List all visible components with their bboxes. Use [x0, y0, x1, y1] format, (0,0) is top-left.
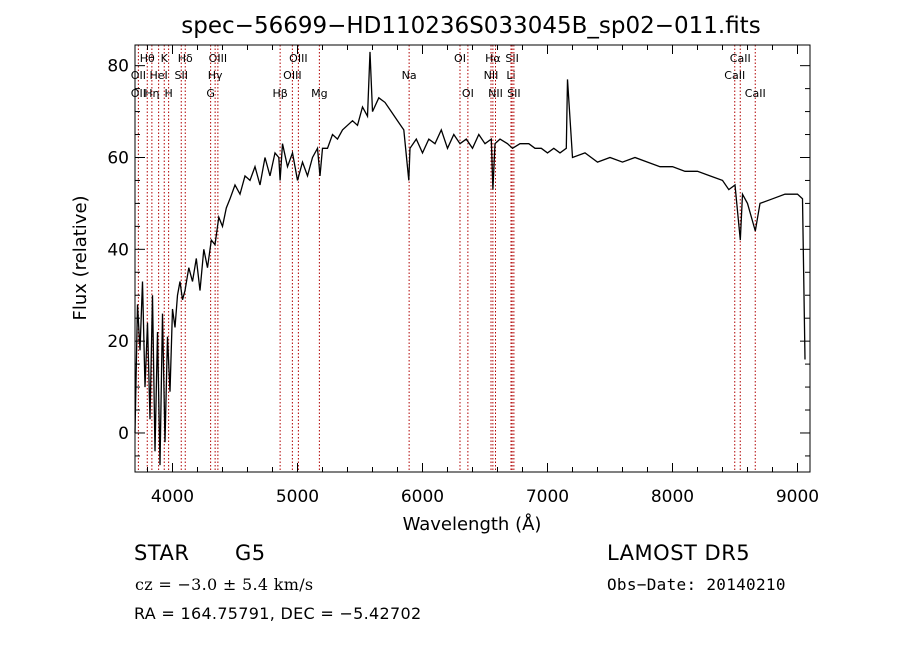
line-marker-label: Hθ — [140, 52, 155, 65]
line-marker-label: CaII — [724, 69, 745, 82]
line-marker-label: NII — [484, 69, 499, 82]
line-marker-label: NII — [488, 87, 503, 100]
x-tick-label: 7000 — [526, 487, 569, 507]
line-marker-label: OII — [131, 69, 146, 82]
line-marker-label: Mg — [311, 87, 327, 100]
spectrum-line — [134, 51, 806, 466]
line-marker-label: Hγ — [208, 69, 223, 82]
x-tick-label: 6000 — [401, 487, 444, 507]
line-marker-label: Hβ — [272, 87, 287, 100]
chart-title: spec−56699−HD110236S033045B_sp02−011.fit… — [181, 13, 760, 39]
y-tick-label: 80 — [107, 57, 129, 77]
coordinates: RA = 164.75791, DEC = −5.42702 — [134, 604, 422, 623]
x-tick-label: 5000 — [276, 487, 319, 507]
obs-date: Obs−Date: 20140210 — [607, 575, 786, 594]
y-tick-label: 0 — [118, 424, 129, 444]
x-axis-label: Wavelength (Å) — [403, 513, 542, 535]
line-marker-label: OI — [454, 52, 466, 65]
survey-name: LAMOST DR5 — [607, 541, 751, 565]
line-marker-label: HeI — [149, 69, 167, 82]
x-tick-label: 4000 — [151, 487, 194, 507]
line-marker-label: SII — [175, 69, 188, 82]
object-class: STAR — [134, 541, 190, 565]
line-marker-label: SII — [505, 52, 518, 65]
y-axis: 0 20 40 60 80 — [107, 57, 810, 457]
y-tick-label: 20 — [107, 332, 129, 352]
line-marker-label: H — [164, 87, 172, 100]
object-subclass: G5 — [235, 541, 266, 565]
y-tick-label: 40 — [107, 240, 129, 260]
line-marker-label: K — [161, 52, 169, 65]
line-marker-label: OI — [462, 87, 474, 100]
line-marker-label: Hη — [144, 87, 159, 100]
line-marker-label: G — [206, 87, 215, 100]
line-marker-label: CaII — [730, 52, 751, 65]
line-marker-label: Na — [402, 69, 417, 82]
line-marker-label: OIII — [289, 52, 307, 65]
y-tick-label: 60 — [107, 148, 129, 168]
plot-frame — [134, 44, 811, 473]
line-marker-label: CaII — [745, 87, 766, 100]
y-axis-label: Flux (relative) — [70, 195, 91, 320]
line-marker-label: Li — [506, 69, 515, 82]
line-marker-label: SII — [507, 87, 520, 100]
redshift-readout: cz = −3.0 ± 5.4 km/s — [135, 575, 314, 594]
x-tick-label: 8000 — [651, 487, 694, 507]
x-axis: 4000 5000 6000 7000 8000 9000 — [147, 45, 819, 507]
line-marker-label: OIII — [209, 52, 227, 65]
line-marker-label: OIII — [283, 69, 301, 82]
line-marker-label: Hα — [485, 52, 501, 65]
line-marker-label: Hδ — [178, 52, 193, 65]
x-tick-label: 9000 — [776, 487, 819, 507]
